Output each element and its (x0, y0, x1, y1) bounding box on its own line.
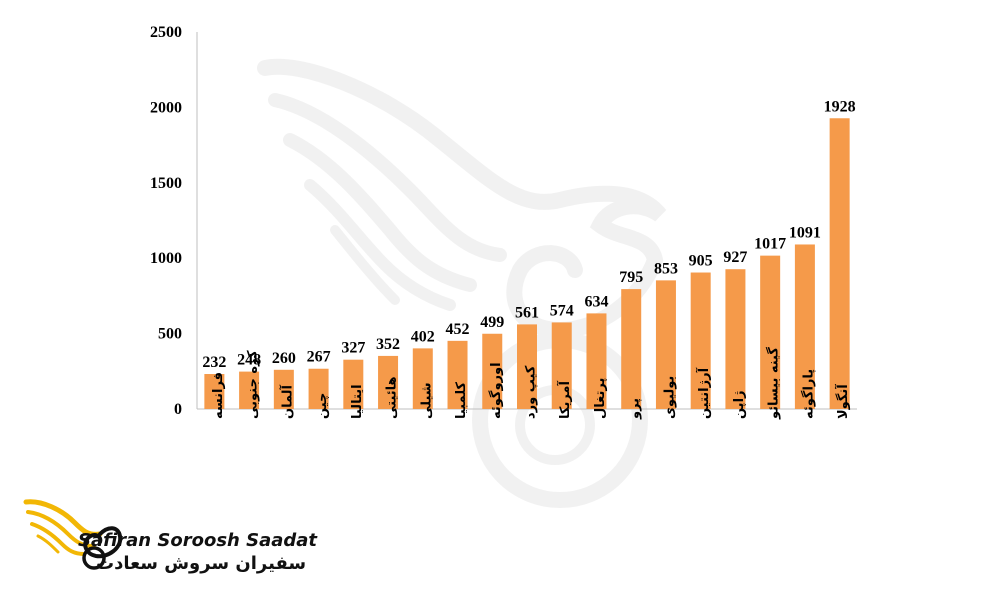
bar (829, 118, 850, 409)
category-label: چین (315, 393, 330, 419)
category-label: آلمان (278, 384, 295, 419)
bar (204, 374, 225, 409)
data-label: 1091 (789, 224, 821, 241)
category-label: کلمبیا (454, 381, 469, 419)
category-label: ژاپن (732, 390, 747, 419)
bar (655, 280, 676, 409)
data-label: 927 (723, 249, 747, 266)
y-tick-label: 2000 (150, 99, 182, 116)
data-label: 267 (307, 349, 331, 366)
category-label: آمریکا (556, 381, 573, 419)
data-label: 402 (411, 328, 435, 345)
category-label: کیپ ورد (524, 365, 539, 419)
data-label: 1017 (754, 236, 786, 253)
y-tick-label: 500 (158, 326, 182, 343)
bar (760, 255, 781, 409)
category-label: کره جنوبی (246, 350, 261, 419)
logo-text-en: Safiran Soroosh Saadat (78, 530, 318, 551)
data-label: 260 (272, 350, 296, 367)
bar (239, 371, 260, 409)
data-label: 561 (515, 304, 539, 321)
wing-swirl-watermark-icon (257, 58, 667, 508)
y-tick-label: 1500 (150, 175, 182, 192)
bar (378, 355, 399, 409)
data-label: 232 (202, 354, 226, 371)
category-label: ایتالیا (350, 384, 365, 419)
data-label: 634 (584, 293, 608, 310)
y-tick-labels: 0 500 1000 1500 2000 2500 (150, 24, 182, 418)
data-label: 327 (341, 340, 365, 357)
bars (204, 118, 850, 409)
category-label: آنگولا (834, 384, 851, 419)
bar (690, 272, 711, 409)
y-tick-label: 2500 (150, 24, 182, 41)
bar (343, 359, 364, 409)
category-label: گینه بیسائو (766, 347, 782, 420)
wing-swirl-logo-icon (23, 499, 123, 570)
category-label: فرانسه (211, 372, 226, 419)
category-label: پرو (628, 398, 643, 420)
data-label: 352 (376, 336, 400, 353)
data-labels: 232 248 260 267 327 352 402 452 499 561 574 634 795 8… (202, 98, 855, 371)
category-label: شیلی (419, 382, 434, 419)
category-labels: فرانسه کره جنوبی آلمان چین ایتالیا هائیتی شیلی… (211, 347, 851, 420)
bar (447, 340, 468, 409)
bar (308, 368, 329, 409)
data-label: 574 (550, 302, 574, 319)
data-label: 905 (689, 253, 713, 270)
bar (517, 324, 537, 409)
y-tick-label: 1000 (150, 250, 182, 267)
data-label: 853 (654, 260, 678, 277)
bar (412, 348, 433, 409)
data-label: 248 (237, 352, 261, 369)
data-label: 1928 (824, 98, 856, 115)
bar (794, 244, 815, 409)
category-label: بولیوی (662, 376, 677, 419)
bar (725, 269, 746, 409)
category-label: اوروگوئه (488, 362, 504, 419)
y-tick-label: 0 (174, 401, 182, 418)
bar (551, 322, 572, 409)
bar (482, 333, 503, 409)
data-label: 795 (619, 269, 643, 286)
logo-text-fa: سفیران سروش سعادت (96, 553, 307, 574)
category-label: پرتغال (593, 378, 608, 419)
category-label: هائیتی (385, 376, 400, 419)
bar (621, 289, 642, 409)
data-label: 499 (480, 314, 504, 331)
data-label: 452 (446, 321, 470, 338)
bar (273, 369, 294, 409)
bar (586, 313, 607, 409)
category-label: آرژانتین (695, 367, 712, 419)
category-label: پاراگوئه (800, 369, 816, 419)
